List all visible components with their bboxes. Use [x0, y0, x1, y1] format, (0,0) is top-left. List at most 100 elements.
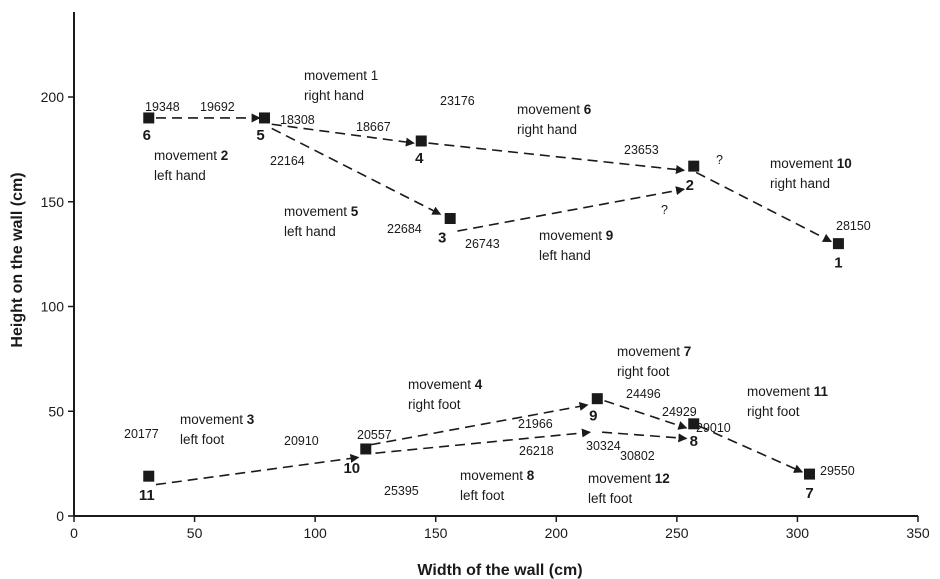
- axes: [73, 12, 918, 517]
- movement-12-title: movement 12: [588, 471, 670, 486]
- x-axis-title: Width of the wall (cm): [417, 562, 582, 579]
- hold-marker-10: [360, 443, 372, 455]
- movement-10-title: movement 10: [770, 156, 852, 171]
- frame-number: 22164: [270, 154, 305, 168]
- frame-number: 18667: [356, 120, 391, 134]
- movement-arrow-7: [604, 400, 688, 430]
- annotations: movement 1 right hand movement 2 left hand m…: [124, 68, 871, 506]
- frame-number: 25395: [384, 484, 419, 498]
- x-tick-label: 100: [303, 525, 327, 541]
- movement-arrow-11: [698, 425, 804, 473]
- movement-11-limb: right foot: [747, 404, 800, 419]
- movement-arrow-12: [602, 431, 688, 443]
- hold-marker-6: [143, 112, 155, 124]
- movement-9-title: movement 9: [539, 228, 613, 243]
- movement-6-limb: right hand: [517, 122, 577, 137]
- frame-number: 30324: [586, 439, 621, 453]
- y-tick-label: 200: [41, 89, 65, 105]
- movement-2-limb: left hand: [154, 168, 206, 183]
- movement-2-title: movement 2: [154, 148, 228, 163]
- hold-label-5: 5: [256, 127, 264, 144]
- hold-marker-3: [444, 213, 456, 225]
- y-tick-label: 0: [56, 508, 64, 524]
- x-tick-label: 250: [665, 525, 689, 541]
- movement-5-title: movement 5: [284, 204, 359, 219]
- y-tick-label: 50: [48, 403, 64, 419]
- frame-number: 26743: [465, 237, 500, 251]
- hold-marker-5: [259, 112, 271, 124]
- hold-label-8: 8: [690, 433, 698, 450]
- x-tick-label: 200: [545, 525, 569, 541]
- movement-7-title: movement 7: [617, 344, 691, 359]
- frame-number: 28150: [836, 219, 871, 233]
- movement-12-limb: left foot: [588, 491, 633, 506]
- question-mark: ?: [661, 203, 668, 217]
- movement-arrow-4: [370, 402, 589, 446]
- hold-label-4: 4: [415, 150, 424, 167]
- hold-label-2: 2: [686, 177, 694, 194]
- question-mark: ?: [716, 153, 723, 167]
- movement-3-limb: left foot: [180, 432, 225, 447]
- hold-label-1: 1: [834, 255, 842, 272]
- hold-label-10: 10: [343, 460, 360, 477]
- hold-points: 1 2 3 4 5 6 7 8 9 10 11: [139, 112, 844, 504]
- hold-marker-8: [688, 418, 700, 430]
- x-tick-label: 150: [424, 525, 448, 541]
- hold-label-3: 3: [438, 230, 446, 247]
- hold-label-6: 6: [143, 127, 151, 144]
- frame-number: 21966: [518, 417, 553, 431]
- x-tick-label: 0: [70, 525, 78, 541]
- frame-number: 29010: [696, 421, 731, 435]
- hold-marker-7: [803, 468, 815, 480]
- movement-4-title: movement 4: [408, 377, 483, 392]
- x-tick-label: 350: [906, 525, 930, 541]
- tick-labels: 0 50 100 150 200 250 300 350 0 50 100 150 200: [41, 89, 930, 541]
- movement-arrow-2: [271, 123, 415, 147]
- movement-3-title: movement 3: [180, 412, 255, 427]
- frame-number: 26218: [519, 444, 554, 458]
- frame-number: 19692: [200, 100, 235, 114]
- hold-label-7: 7: [805, 485, 813, 502]
- movement-7-limb: right foot: [617, 364, 670, 379]
- frame-number: 20557: [357, 428, 392, 442]
- movement-11-title: movement 11: [747, 384, 829, 399]
- x-tick-label: 50: [187, 525, 203, 541]
- y-tick-label: 100: [41, 299, 65, 315]
- frame-number: 23176: [440, 94, 475, 108]
- movement-1-limb: right hand: [304, 88, 364, 103]
- movement-arrow-6: [428, 142, 685, 174]
- movement-arrow-9: [457, 186, 685, 232]
- frame-number: 22684: [387, 222, 422, 236]
- movement-9-limb: left hand: [539, 248, 591, 263]
- hold-marker-9: [591, 393, 603, 405]
- hold-marker-1: [832, 238, 844, 250]
- movement-arrow-8: [375, 428, 591, 454]
- movement-8-title: movement 8: [460, 468, 535, 483]
- frame-number: 24929: [662, 405, 697, 419]
- frame-number: 23653: [624, 143, 659, 157]
- frame-number: 20910: [284, 434, 319, 448]
- y-tick-label: 150: [41, 194, 65, 210]
- frame-number: 18308: [280, 113, 315, 127]
- movement-4-limb: right foot: [408, 397, 461, 412]
- hold-marker-11: [143, 470, 155, 482]
- hold-label-11: 11: [139, 487, 155, 504]
- frame-number: 20177: [124, 427, 159, 441]
- frame-number: 19348: [145, 100, 180, 114]
- hold-label-9: 9: [589, 408, 597, 425]
- frame-number: 30802: [620, 449, 655, 463]
- movement-arrows: [155, 113, 832, 486]
- movement-arrow-3: [155, 453, 360, 486]
- movement-8-limb: left foot: [460, 488, 505, 503]
- movement-6-title: movement 6: [517, 102, 592, 117]
- y-axis-title: Height on the wall (cm): [9, 172, 26, 347]
- movement-arrow-10: [695, 171, 832, 243]
- movement-1-title: movement 1: [304, 68, 378, 83]
- movement-arrow-5: [271, 127, 442, 216]
- movement-5-limb: left hand: [284, 224, 336, 239]
- frame-number: 29550: [820, 464, 855, 478]
- movement-10-limb: right hand: [770, 176, 830, 191]
- hold-marker-2: [688, 160, 700, 172]
- hold-marker-4: [415, 135, 427, 147]
